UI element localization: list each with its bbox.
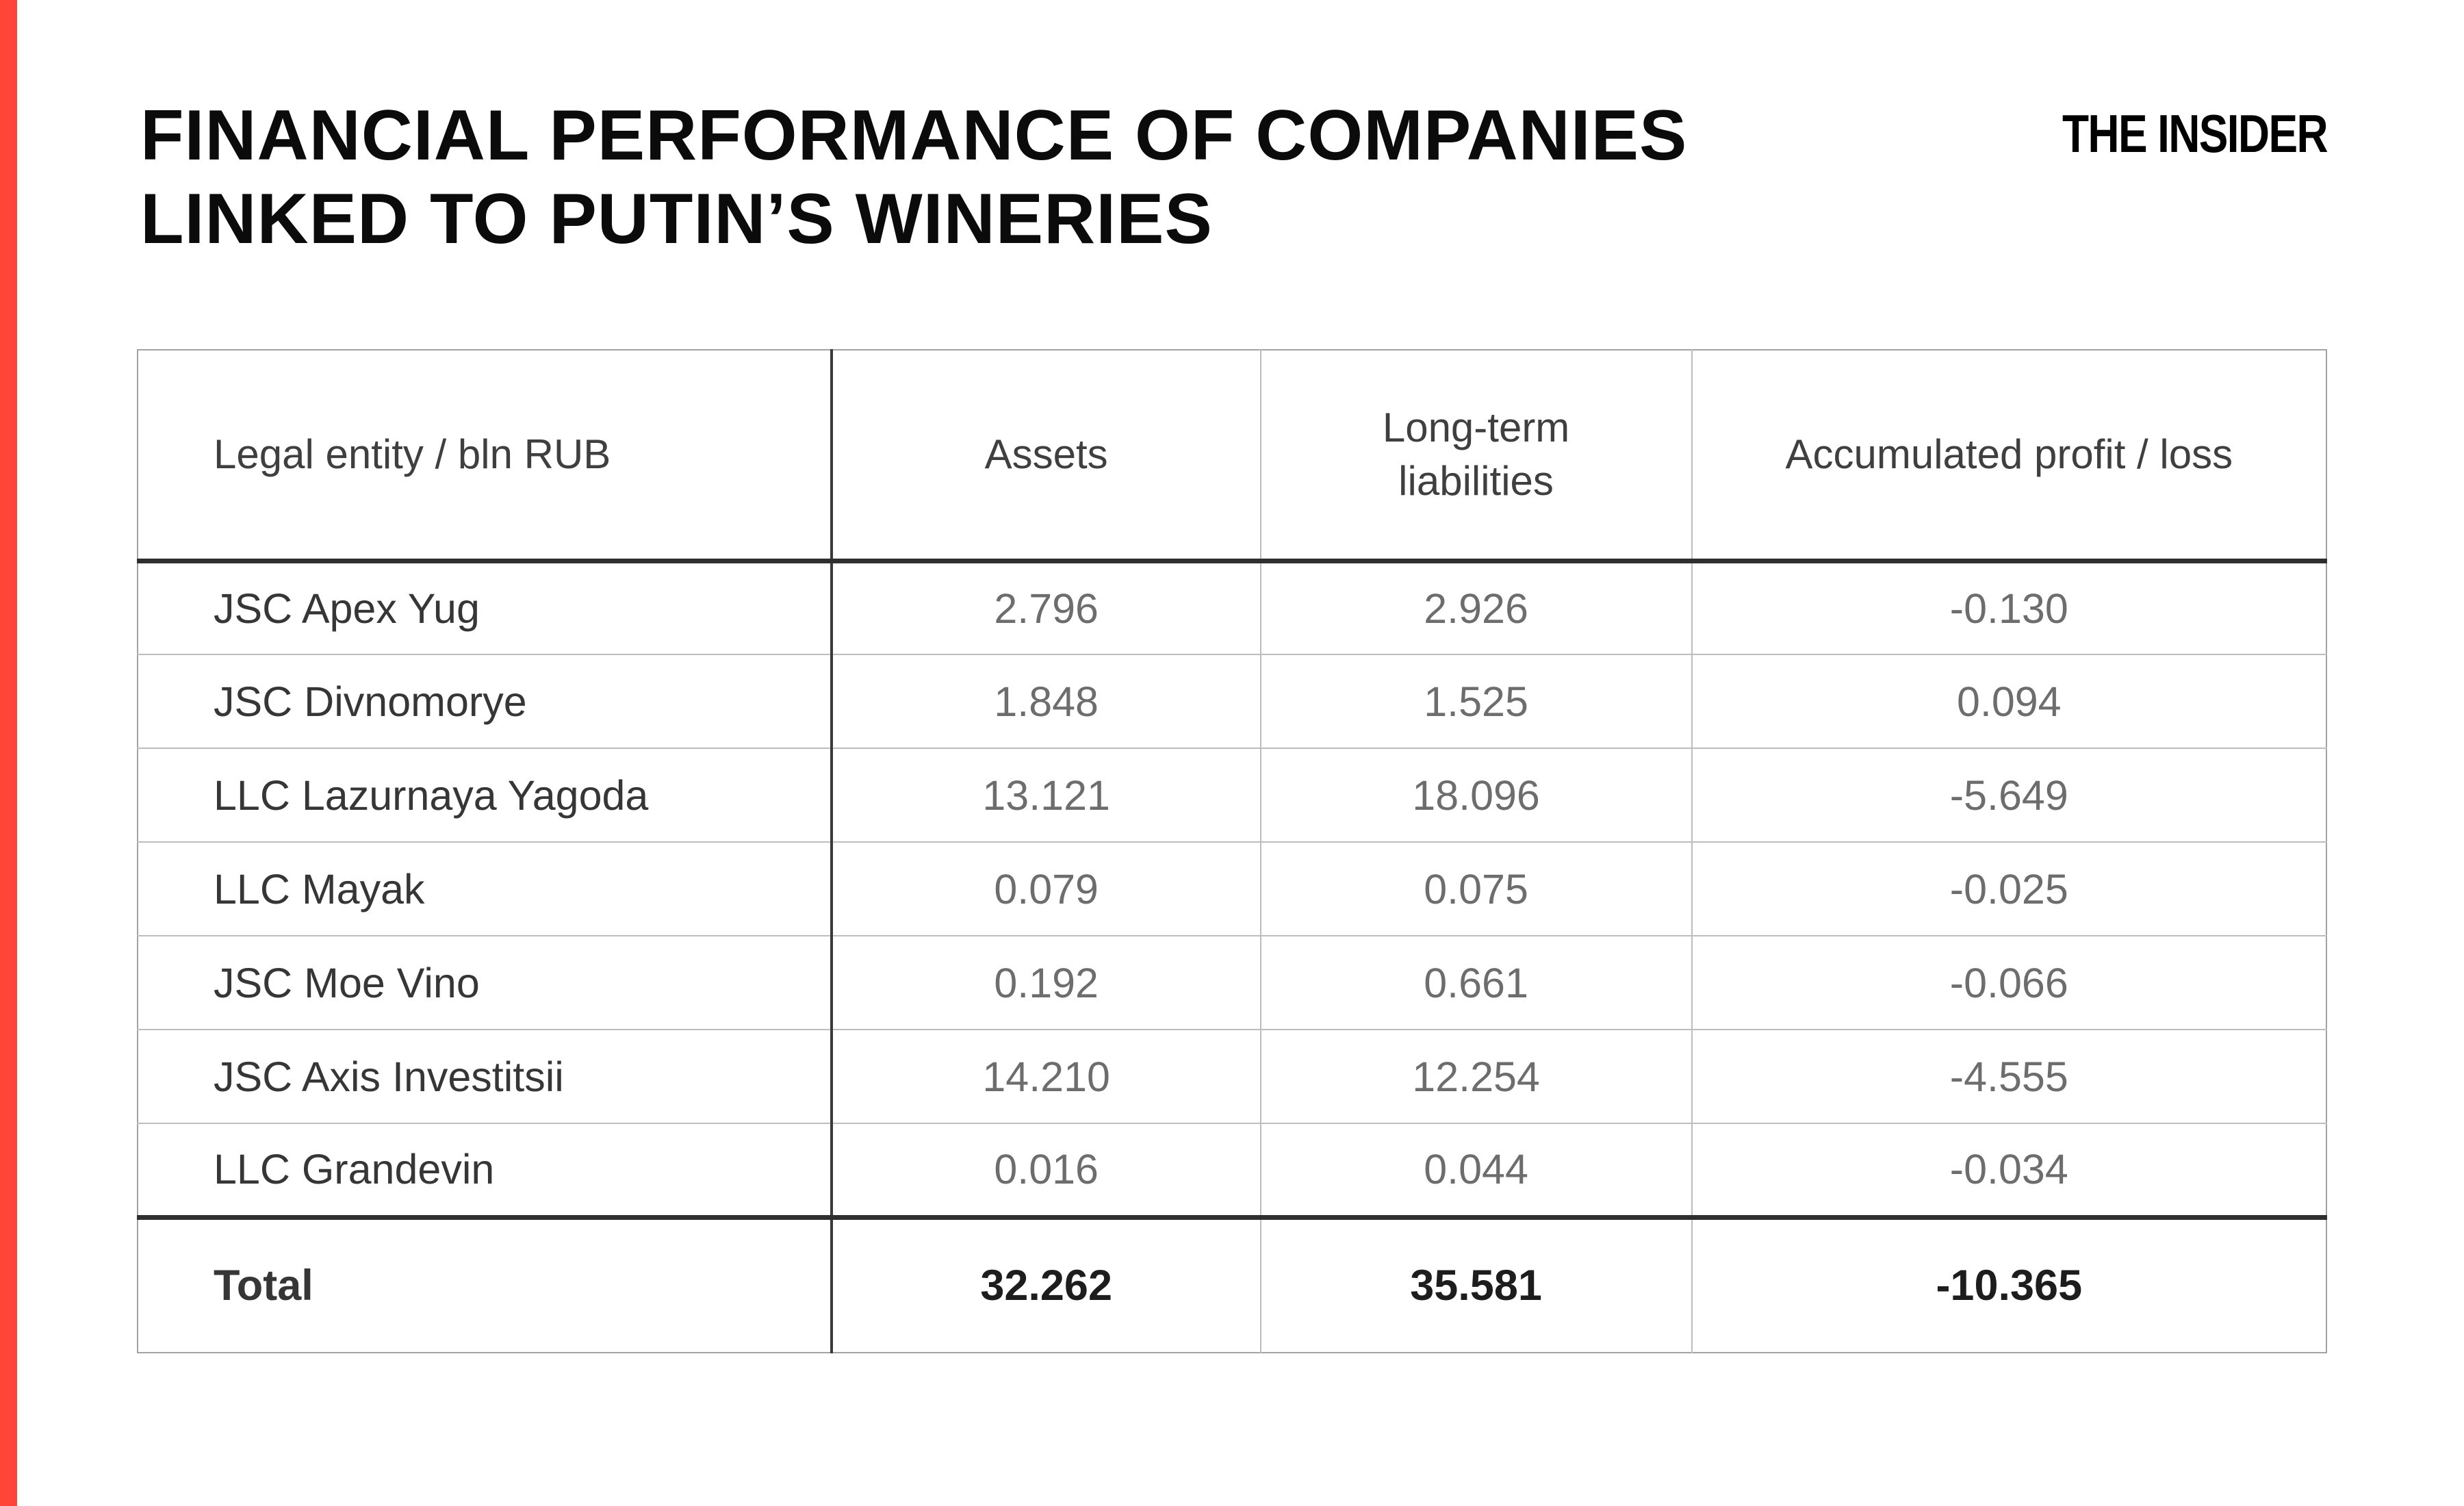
- total-profit-loss-cell: -10.365: [1691, 1214, 2326, 1353]
- assets-cell: 0.079: [831, 842, 1261, 936]
- table-row: JSC Moe Vino 0.192 0.661 -0.066: [138, 936, 2326, 1030]
- table-header-row: Legal entity / bln RUB Assets Long-term …: [138, 350, 2326, 563]
- liabilities-cell: 2.926: [1260, 561, 1693, 655]
- accent-stripe: [0, 0, 17, 1506]
- table-row: LLC Mayak 0.079 0.075 -0.025: [138, 842, 2326, 936]
- page-title-line1: FINANCIAL PERFORMANCE OF COMPANIES: [140, 96, 1688, 175]
- table-row: JSC Divnomorye 1.848 1.525 0.094: [138, 654, 2326, 749]
- entity-cell: LLC Grandevin: [138, 1123, 833, 1218]
- total-label-cell: Total: [138, 1214, 833, 1353]
- total-assets-cell: 32.262: [831, 1214, 1261, 1353]
- table-row: JSC Axis Investitsii 14.210 12.254 -4.55…: [138, 1030, 2326, 1124]
- liabilities-cell: 0.661: [1260, 936, 1693, 1030]
- assets-cell: 0.192: [831, 936, 1261, 1030]
- entity-cell: JSC Apex Yug: [138, 561, 833, 655]
- assets-cell: 2.796: [831, 561, 1261, 655]
- profit-loss-cell: 0.094: [1691, 654, 2326, 749]
- entity-cell: JSC Moe Vino: [138, 936, 833, 1030]
- liabilities-cell: 0.075: [1260, 842, 1693, 936]
- page-title: FINANCIAL PERFORMANCE OF COMPANIES LINKE…: [140, 94, 1687, 261]
- col-header-accumulated-profit-loss: Accumulated profit / loss: [1691, 350, 2326, 563]
- profit-loss-cell: -5.649: [1691, 748, 2326, 843]
- col-header-legal-entity: Legal entity / bln RUB: [138, 350, 833, 563]
- entity-cell: LLC Lazurnaya Yagoda: [138, 748, 833, 843]
- page-title-line2: LINKED TO PUTIN’S WINERIES: [140, 179, 1213, 259]
- assets-cell: 14.210: [831, 1030, 1261, 1124]
- liabilities-cell: 18.096: [1260, 748, 1693, 843]
- entity-cell: LLC Mayak: [138, 842, 833, 936]
- financial-table: Legal entity / bln RUB Assets Long-term …: [137, 349, 2327, 1353]
- entity-cell: JSC Axis Investitsii: [138, 1030, 833, 1124]
- col-header-long-term-liabilities: Long-term liabilities: [1260, 350, 1693, 563]
- liabilities-cell: 1.525: [1260, 654, 1693, 749]
- table-row: JSC Apex Yug 2.796 2.926 -0.130: [138, 561, 2326, 655]
- total-liabilities-cell: 35.581: [1260, 1214, 1693, 1353]
- assets-cell: 0.016: [831, 1123, 1261, 1218]
- profit-loss-cell: -0.025: [1691, 842, 2326, 936]
- profit-loss-cell: -0.066: [1691, 936, 2326, 1030]
- assets-cell: 13.121: [831, 748, 1261, 843]
- liabilities-cell: 12.254: [1260, 1030, 1693, 1124]
- table-total-row: Total 32.262 35.581 -10.365: [138, 1214, 2326, 1353]
- table-row: LLC Grandevin 0.016 0.044 -0.034: [138, 1123, 2326, 1218]
- profit-loss-cell: -0.034: [1691, 1123, 2326, 1218]
- table-row: LLC Lazurnaya Yagoda 13.121 18.096 -5.64…: [138, 748, 2326, 843]
- assets-cell: 1.848: [831, 654, 1261, 749]
- profit-loss-cell: -4.555: [1691, 1030, 2326, 1124]
- brand-logo: THE INSIDER: [2062, 103, 2328, 164]
- liabilities-cell: 0.044: [1260, 1123, 1693, 1218]
- entity-cell: JSC Divnomorye: [138, 654, 833, 749]
- profit-loss-cell: -0.130: [1691, 561, 2326, 655]
- col-header-assets: Assets: [831, 350, 1261, 563]
